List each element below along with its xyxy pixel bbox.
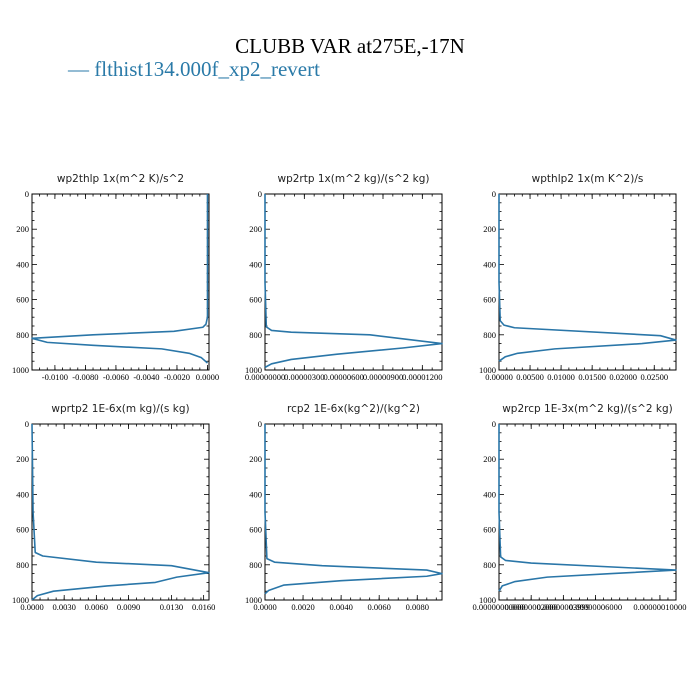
y-tick-label: 1000 (479, 365, 496, 375)
subplot-4: wprtp2 1E-6x(m kg)/(s kg) 0 200 400 600 800 10… (12, 403, 215, 612)
x-tick-label: 0.0160 (192, 602, 215, 612)
x-tick-label: -0.0060 (103, 372, 129, 382)
y-tick-label: 400 (483, 489, 496, 499)
subplot-title: wp2thlp 1x(m^2 K)/s^2 (57, 173, 184, 185)
x-tick-label: 0.00500 (516, 372, 544, 382)
x-tick-label: 0.00000600 (323, 372, 363, 382)
y-tick-label: 600 (483, 525, 496, 535)
subplot-title: wp2rtp 1x(m^2 kg)/(s^2 kg) (277, 173, 429, 185)
y-tick-label: 400 (249, 259, 262, 269)
x-tick-label: 0.00000010000 (633, 602, 686, 612)
x-tick-label: -0.0100 (42, 372, 68, 382)
y-tick-label: 600 (249, 295, 262, 305)
x-tick-label: 0.0000 (253, 602, 276, 612)
y-tick-label: 200 (483, 224, 496, 234)
x-tick-label: 0.00000003999 (537, 602, 590, 612)
x-tick-label: 0.00000000 (245, 372, 285, 382)
x-tick-label: 0.00000900 (363, 372, 403, 382)
x-tick-label: 0.00000002000 (505, 602, 558, 612)
series-line (264, 424, 443, 595)
x-tick-label: -0.0020 (164, 372, 190, 382)
y-tick-label: 1000 (12, 365, 29, 375)
x-tick-label: 0.0020 (291, 602, 314, 612)
y-tick-label: 600 (16, 295, 29, 305)
x-tick-label: 0.0130 (160, 602, 183, 612)
x-tick-label: 0.01500 (578, 372, 606, 382)
y-tick-label: 0 (25, 189, 29, 199)
y-tick-label: 600 (16, 525, 29, 535)
x-tick-label: 0.0030 (52, 602, 75, 612)
y-tick-label: 0 (258, 419, 262, 429)
y-tick-label: 800 (249, 330, 262, 340)
x-tick-label: 0.01000 (547, 372, 575, 382)
x-tick-label: 0.0060 (368, 602, 391, 612)
legend-entry: — flthist134.000f_xp2_revert (68, 57, 320, 81)
subplot-title: rcp2 1E-6x(kg^2)/(kg^2) (287, 403, 420, 415)
y-tick-label: 400 (483, 259, 496, 269)
x-tick-label: 0.00000000000 (472, 602, 525, 612)
y-tick-label: 200 (16, 454, 29, 464)
subplot-1: wp2thlp 1x(m^2 K)/s^2 0 200 400 600 800 1000 -0… (12, 173, 219, 382)
y-tick-label: 400 (16, 259, 29, 269)
y-tick-label: 800 (483, 330, 496, 340)
series-line (264, 194, 443, 369)
x-tick-label: 0.0000 (20, 602, 43, 612)
x-tick-label: -0.0080 (72, 372, 98, 382)
subplot-title: wprtp2 1E-6x(m kg)/(s kg) (51, 403, 189, 415)
y-tick-label: 800 (249, 560, 262, 570)
y-tick-label: 800 (483, 560, 496, 570)
x-tick-label: 0.0000 (196, 372, 219, 382)
y-tick-label: 800 (16, 330, 29, 340)
x-tick-label: -0.0040 (133, 372, 159, 382)
series-line (31, 424, 210, 600)
y-tick-label: 600 (483, 295, 496, 305)
y-tick-label: 1000 (479, 595, 496, 605)
y-tick-label: 800 (16, 560, 29, 570)
plot-frame (31, 423, 210, 601)
x-tick-label: 0.0060 (85, 602, 108, 612)
series-line (498, 424, 677, 592)
x-tick-label: 0.00000006000 (569, 602, 622, 612)
y-tick-label: 1000 (12, 595, 29, 605)
subplot-title: wp2rcp 1E-3x(m^2 kg)/(s^2 kg) (502, 403, 673, 415)
subplot-title: wpthlp2 1x(m K^2)/s (532, 173, 644, 185)
subplot-3: wpthlp2 1x(m K^2)/s020040060080010000.00… (479, 173, 677, 382)
subplot-2: wp2rtp 1x(m^2 kg)/(s^2 kg) 0 200 400 600 800 1… (245, 173, 443, 382)
x-tick-label: 0.00001200 (402, 372, 442, 382)
y-tick-label: 0 (25, 419, 29, 429)
y-tick-label: 200 (16, 224, 29, 234)
series-line (31, 194, 209, 364)
y-tick-label: 200 (249, 454, 262, 464)
y-tick-label: 0 (492, 419, 496, 429)
y-tick-label: 0 (258, 189, 262, 199)
x-tick-label: 0.02000 (609, 372, 637, 382)
x-tick-label: 0.00000300 (284, 372, 324, 382)
y-tick-label: 200 (249, 224, 262, 234)
y-tick-label: 600 (249, 525, 262, 535)
plot-frame (264, 193, 443, 371)
y-tick-label: 400 (16, 489, 29, 499)
x-tick-label: 0.00000 (485, 372, 513, 382)
subplot-5: rcp2 1E-6x(kg^2)/(kg^2) 0 200 400 600 800 1000… (245, 403, 443, 612)
y-tick-label: 1000 (245, 595, 262, 605)
figure-title: CLUBB VAR at275E,-17N (235, 34, 465, 58)
x-tick-label: 0.0090 (117, 602, 140, 612)
series-line (498, 194, 677, 362)
plot-frame (264, 423, 443, 601)
x-tick-label: 0.02500 (640, 372, 668, 382)
plot-frame (498, 423, 677, 601)
y-tick-label: 400 (249, 489, 262, 499)
x-tick-label: 0.0040 (329, 602, 352, 612)
x-tick-label: 0.0080 (406, 602, 429, 612)
subplot-6: wp2rcp 1E-3x(m^2 kg)/(s^2 kg) 0 200 400 600 8… (472, 403, 686, 612)
y-tick-label: 1000 (245, 365, 262, 375)
y-tick-label: 0 (492, 189, 496, 199)
y-tick-label: 200 (483, 454, 496, 464)
